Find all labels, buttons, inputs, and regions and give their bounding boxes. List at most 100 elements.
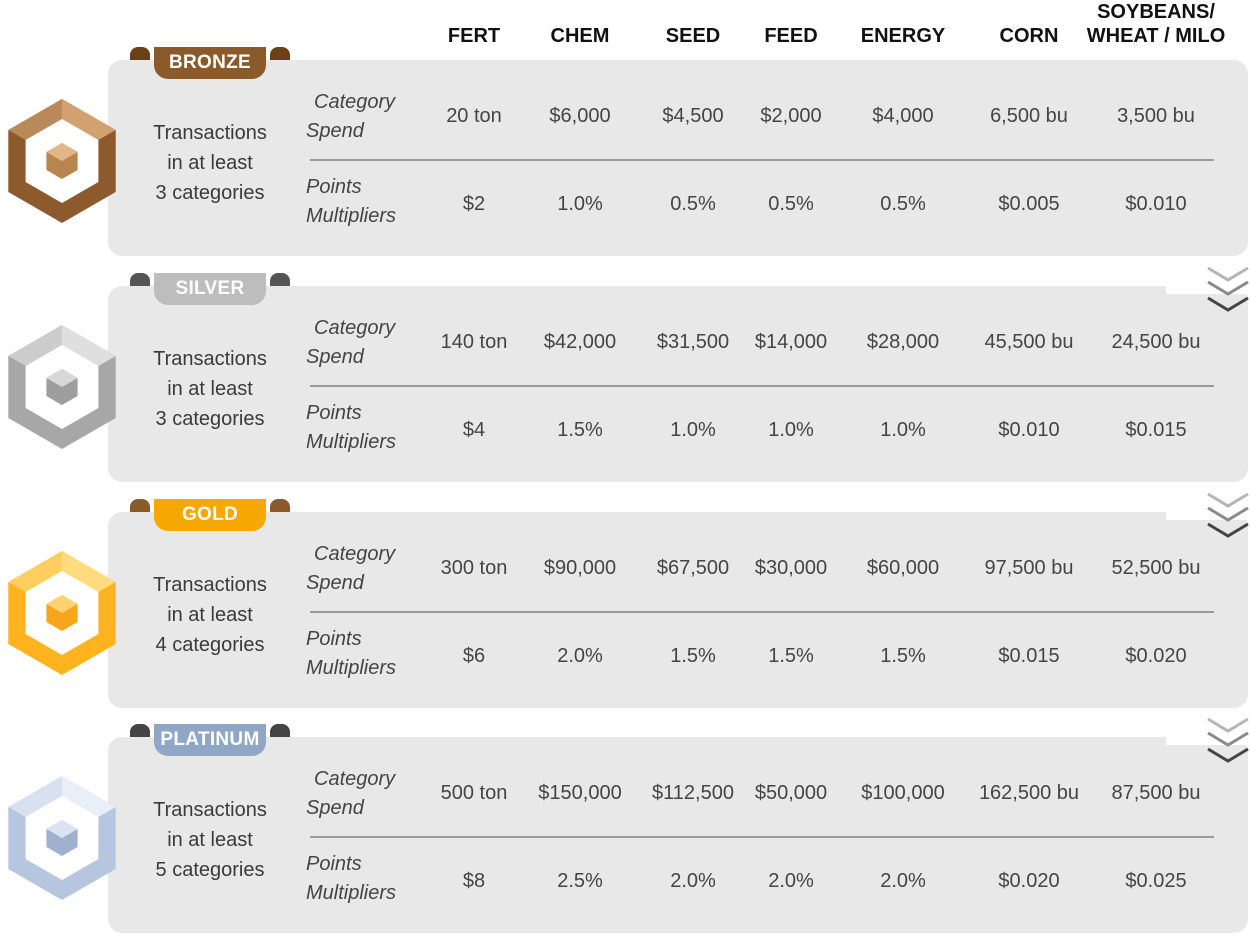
tier-name: PLATINUM <box>154 724 266 756</box>
tier-bronze: BRONZE Transactions in at least 3 catego… <box>0 47 1250 260</box>
chevron-down-icon <box>1207 492 1249 538</box>
column-header-feed: FEED <box>764 25 818 47</box>
multiplier-cell: 0.5% <box>768 193 814 215</box>
multiplier-cell: $2 <box>462 193 486 215</box>
row-label-line: Category <box>314 768 396 790</box>
multiplier-cell: 0.5% <box>670 193 716 215</box>
multiplier-cell: 1.5% <box>670 645 716 667</box>
spend-cell: $100,000 <box>861 782 945 804</box>
row-label-line: Category <box>314 317 396 339</box>
multiplier-cell: 1.0% <box>768 419 814 441</box>
row-label-line: Spend <box>306 346 364 368</box>
multiplier-cell: $0.015 <box>1125 419 1187 441</box>
row-label-line: Spend <box>306 797 364 819</box>
spend-cell: 97,500 bu <box>984 557 1074 579</box>
spend-cell: 300 ton <box>440 557 508 579</box>
row-label-line: Multipliers <box>306 205 397 227</box>
spend-cell: 3,500 bu <box>1117 105 1195 127</box>
requirement-line: in at least <box>167 378 253 400</box>
row-label-points-multipliers: Points Multipliers <box>306 173 416 231</box>
multiplier-cell: 0.5% <box>880 193 926 215</box>
row-label-line: Multipliers <box>306 657 397 679</box>
multiplier-cell: 2.0% <box>557 645 603 667</box>
spend-cell: $67,500 <box>656 557 730 579</box>
row-label-category-spend: Category Spend <box>306 88 416 146</box>
row-divider <box>310 385 1214 387</box>
spend-cell: 87,500 bu <box>1111 782 1201 804</box>
row-label-points-multipliers: Points Multipliers <box>306 399 416 457</box>
multiplier-cell: 1.5% <box>880 645 926 667</box>
multiplier-cell: $0.005 <box>998 193 1060 215</box>
tier-requirement: Transactions in at least 3 categories <box>140 344 280 434</box>
multiplier-cell: 2.0% <box>670 870 716 892</box>
multiplier-cell: 1.5% <box>768 645 814 667</box>
tier-requirement: Transactions in at least 3 categories <box>140 118 280 208</box>
row-divider <box>310 159 1214 161</box>
requirement-line: Transactions <box>153 799 267 821</box>
requirement-line: Transactions <box>153 574 267 596</box>
tier-medal-icon <box>0 322 124 452</box>
spend-cell: $60,000 <box>866 557 940 579</box>
row-label-points-multipliers: Points Multipliers <box>306 850 416 908</box>
row-label-line: Multipliers <box>306 431 397 453</box>
multiplier-cell: 1.0% <box>670 419 716 441</box>
row-label-category-spend: Category Spend <box>306 314 416 372</box>
multiplier-cell: $0.020 <box>1125 645 1187 667</box>
multiplier-cell: 1.5% <box>557 419 603 441</box>
row-label-line: Points <box>306 853 362 875</box>
requirement-line: 5 categories <box>155 859 265 881</box>
row-label-line: Spend <box>306 120 364 142</box>
tier-name: SILVER <box>154 273 266 305</box>
row-label-line: Points <box>306 402 362 424</box>
spend-cell: 52,500 bu <box>1111 557 1201 579</box>
multiplier-cell: $4 <box>462 419 486 441</box>
tier-requirement: Transactions in at least 5 categories <box>140 795 280 885</box>
requirement-line: 3 categories <box>155 182 265 204</box>
column-header-soybeans-wheat-milo: SOYBEANS/ WHEAT / MILO <box>1086 1 1226 47</box>
tier-name: BRONZE <box>154 47 266 79</box>
tier-card <box>108 737 1248 933</box>
tier-requirement: Transactions in at least 4 categories <box>140 570 280 660</box>
column-header-fert: FERT <box>447 25 501 47</box>
requirement-line: Transactions <box>153 122 267 144</box>
spend-cell: $90,000 <box>543 557 617 579</box>
spend-cell: 162,500 bu <box>978 782 1080 804</box>
tier-ribbon: PLATINUM <box>130 724 290 764</box>
spend-cell: 24,500 bu <box>1111 331 1201 353</box>
multiplier-cell: $0.025 <box>1125 870 1187 892</box>
multiplier-cell: $8 <box>462 870 486 892</box>
spend-cell: 45,500 bu <box>984 331 1074 353</box>
spend-cell: 140 ton <box>440 331 508 353</box>
multiplier-cell: 2.0% <box>768 870 814 892</box>
column-header-corn: CORN <box>999 25 1059 47</box>
spend-cell: $4,500 <box>662 105 724 127</box>
spend-cell: $14,000 <box>754 331 828 353</box>
spend-cell: $31,500 <box>656 331 730 353</box>
multiplier-cell: $0.015 <box>998 645 1060 667</box>
chevron-gap <box>1166 484 1250 538</box>
row-label-points-multipliers: Points Multipliers <box>306 625 416 683</box>
multiplier-cell: $6 <box>462 645 486 667</box>
spend-cell: $4,000 <box>872 105 934 127</box>
chevron-down-icon <box>1207 717 1249 763</box>
column-header-chem: CHEM <box>550 25 610 47</box>
tier-card <box>108 512 1248 708</box>
requirement-line: in at least <box>167 604 253 626</box>
spend-cell: $50,000 <box>754 782 828 804</box>
spend-cell: $2,000 <box>760 105 822 127</box>
row-label-line: Category <box>314 91 396 113</box>
multiplier-cell: 1.0% <box>880 419 926 441</box>
row-divider <box>310 836 1214 838</box>
tier-medal-icon <box>0 96 124 226</box>
tier-card <box>108 286 1248 482</box>
multiplier-cell: $0.020 <box>998 870 1060 892</box>
tier-gold: GOLD Transactions in at least 4 categori… <box>0 499 1250 712</box>
spend-cell: $30,000 <box>754 557 828 579</box>
row-label-category-spend: Category Spend <box>306 765 416 823</box>
requirement-line: 4 categories <box>155 634 265 656</box>
multiplier-cell: $0.010 <box>998 419 1060 441</box>
multiplier-cell: 2.0% <box>880 870 926 892</box>
row-label-line: Multipliers <box>306 882 397 904</box>
requirement-line: in at least <box>167 152 253 174</box>
requirement-line: in at least <box>167 829 253 851</box>
